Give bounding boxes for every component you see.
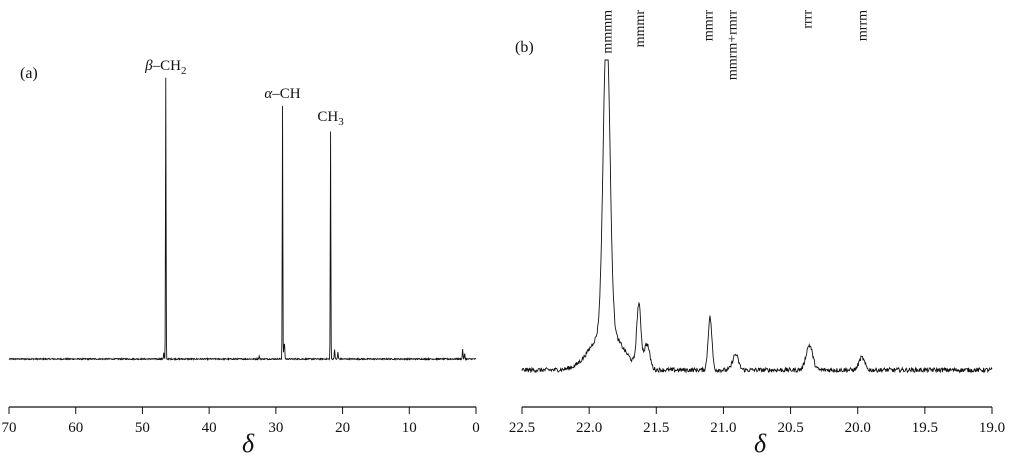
panel-b: (b) mmmm mmmr mmrr mmrm+rmrr rrrr mrrm 22.5 22… (509, 10, 1005, 457)
x-tick-label: 30 (268, 420, 283, 436)
stereosequence-label: mrrm (856, 10, 871, 41)
panel-b-label: (b) (515, 39, 534, 56)
x-tick-label: 22.0 (576, 420, 602, 436)
x-tick-label: 40 (202, 420, 217, 436)
x-tick-label: 19.5 (912, 420, 938, 436)
x-tick-label: 21.5 (643, 420, 669, 436)
stereosequence-label: mmmm (601, 10, 616, 54)
peak-label: CH3 (317, 109, 344, 128)
panel-a-spectrum-line (8, 77, 477, 362)
stereosequence-label: mmrm+rmrr (725, 10, 740, 80)
x-tick-label: 22.5 (509, 420, 535, 436)
x-tick-label: 70 (2, 420, 17, 436)
x-tick-label: 19.0 (979, 420, 1005, 436)
x-tick-label: 50 (135, 420, 150, 436)
panel-b-x-axis-title: δ (754, 429, 767, 457)
panel-a-x-ticks: 70 60 50 40 30 20 10 0 (2, 407, 480, 436)
panel-a: (a) β–CH2 α–CH CH3 70 60 50 40 30 20 10 0 δ (2, 58, 480, 457)
stereosequence-label: mmrr (701, 10, 716, 41)
x-tick-label: 0 (472, 420, 480, 436)
x-tick-label: 20 (335, 420, 350, 436)
x-tick-label: 10 (402, 420, 417, 436)
x-tick-label: 20.5 (777, 420, 803, 436)
panel-a-label: (a) (20, 65, 38, 82)
peak-label: β–CH2 (144, 58, 186, 77)
panel-a-x-axis-title: δ (242, 429, 255, 457)
panel-a-annotations: β–CH2 α–CH CH3 (144, 58, 344, 128)
stereosequence-label: rrrr (801, 10, 816, 29)
peak-label: α–CH (264, 86, 300, 102)
x-tick-label: 21.0 (710, 420, 736, 436)
panel-b-spectrum-line (521, 59, 993, 374)
stereosequence-label: mmmr (633, 10, 648, 48)
panel-b-x-ticks: 22.5 22.0 21.5 21.0 20.5 20.0 19.5 19.0 (509, 407, 1005, 436)
x-tick-label: 60 (68, 420, 83, 436)
panel-b-annotations: mmmm mmmr mmrr mmrm+rmrr rrrr mrrm (601, 10, 871, 80)
x-tick-label: 20.0 (845, 420, 871, 436)
